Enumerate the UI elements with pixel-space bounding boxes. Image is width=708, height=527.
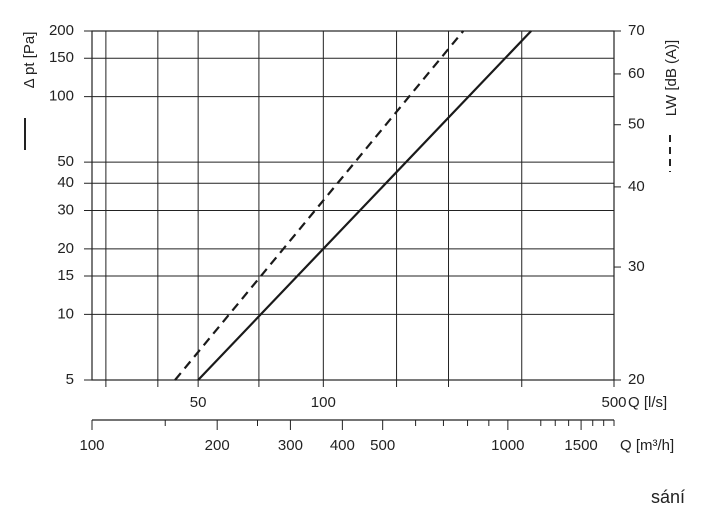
x2-tick-label: 200	[205, 437, 230, 454]
y2-axis-label: LW [dB (A)]	[663, 40, 680, 116]
x2-tick-label: 1500	[564, 437, 597, 454]
y2-tick-label: 50	[628, 116, 645, 133]
x2-tick-label: 1000	[491, 437, 524, 454]
y-axis-label: Δ pt [Pa]	[21, 32, 38, 89]
series-line	[197, 30, 532, 381]
y2-tick-label: 30	[628, 258, 645, 275]
y-tick-label: 20	[57, 240, 74, 257]
x-tick-label: 50	[190, 394, 207, 411]
x2-tick-label: 100	[79, 437, 104, 454]
x-tick-label: 100	[311, 394, 336, 411]
x2-axis-label: Q [m³/h]	[620, 437, 674, 454]
y-tick-label: 15	[57, 267, 74, 284]
y2-tick-label: 60	[628, 65, 645, 82]
y2-tick-label: 70	[628, 22, 645, 39]
y2-tick-label: 40	[628, 178, 645, 195]
y-tick-label: 5	[66, 371, 74, 388]
y-tick-label: 40	[57, 174, 74, 191]
y-tick-label: 200	[49, 22, 74, 39]
y-tick-label: 10	[57, 305, 74, 322]
note: sání	[651, 487, 685, 507]
x2-tick-label: 500	[370, 437, 395, 454]
x2-tick-label: 400	[330, 437, 355, 454]
series-line	[174, 30, 465, 381]
y2-tick-label: 20	[628, 371, 645, 388]
y-tick-label: 150	[49, 49, 74, 66]
plot-frame	[91, 30, 615, 381]
x-tick-label: 500	[601, 394, 626, 411]
y-tick-label: 30	[57, 201, 74, 218]
x2-tick-label: 300	[278, 437, 303, 454]
y-tick-label: 100	[49, 88, 74, 105]
x-axis-label: Q [l/s]	[628, 394, 667, 411]
y-tick-label: 50	[57, 153, 74, 170]
